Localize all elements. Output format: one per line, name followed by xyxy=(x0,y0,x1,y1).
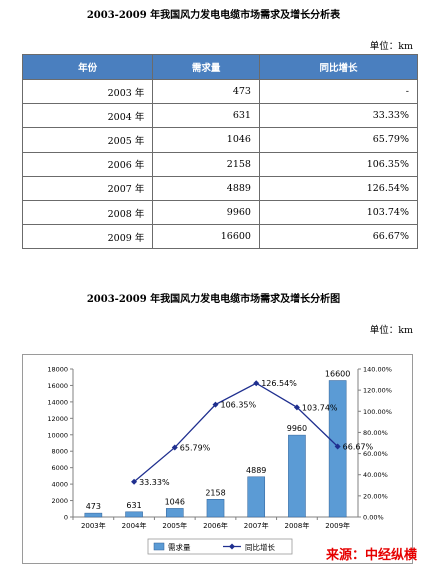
demand-bar xyxy=(206,499,225,518)
legend-line-marker xyxy=(229,543,235,550)
growth-point xyxy=(293,404,300,411)
header-demand: 需求量 xyxy=(152,54,260,80)
right-tick-label: 140.00% xyxy=(363,366,392,374)
table-row: 2004 年 631 33.33% xyxy=(21,103,419,129)
source-label: 来源：中经纵横 xyxy=(325,548,417,563)
x-tick-label: 2007年 xyxy=(244,521,269,530)
cell-demand: 1046 xyxy=(152,127,260,153)
right-tick-label: 120.00% xyxy=(363,387,392,395)
cell-year: 2005 年 xyxy=(21,127,154,153)
cell-demand: 9960 xyxy=(152,199,260,226)
left-tick-label: 12000 xyxy=(47,415,68,423)
right-tick-label: 60.00% xyxy=(363,450,388,458)
growth-value-label: 65.79% xyxy=(180,443,211,452)
growth-value-label: 103.74% xyxy=(302,403,338,412)
right-tick-label: 20.00% xyxy=(363,492,388,500)
chart-frame: 0 2000 4000 6000 8000 10000 12000 14000 16000 180… xyxy=(22,354,413,564)
combo-chart: 0 2000 4000 6000 8000 10000 12000 14000 16000 180… xyxy=(47,366,392,555)
growth-point xyxy=(212,401,219,408)
right-tick-label: 100.00% xyxy=(363,408,392,416)
growth-value-label: 66.67% xyxy=(343,443,374,452)
demand-bar xyxy=(84,512,103,518)
table-row: 2003 年 473- xyxy=(21,78,419,105)
table-unit: 单位：km xyxy=(369,41,413,52)
cell-growth: - xyxy=(258,78,419,105)
cell-demand: 631 xyxy=(152,103,260,129)
chart-title: 2003-2009 年我国风力发电电缆市场需求及增长分析图 xyxy=(86,294,341,305)
table-title: 2003-2009 年我国风力发电电缆市场需求及增长分析表 xyxy=(86,10,341,21)
legend-line-label: 同比增长 xyxy=(245,542,275,552)
cell-year: 2004 年 xyxy=(21,103,154,129)
right-tick-label: 40.00% xyxy=(363,471,388,479)
left-tick-label: 6000 xyxy=(51,464,68,472)
cell-year: 2009 年 xyxy=(21,224,154,250)
growth-line xyxy=(133,382,339,483)
cell-growth: 33.33% xyxy=(258,103,419,129)
header-year: 年份 xyxy=(21,54,154,80)
right-tick-label: 0.00% xyxy=(363,514,384,522)
cell-demand: 473 xyxy=(152,78,260,105)
left-tick-label: 4000 xyxy=(51,481,68,489)
left-tick-label: 8000 xyxy=(51,448,68,456)
cell-year: 2008 年 xyxy=(21,199,154,226)
table-row: 2005 年 1046 65.79% xyxy=(21,127,419,153)
bar-value-label: 1046 xyxy=(165,497,185,506)
table-row: 2009 年 16600 66.67% xyxy=(21,224,419,250)
growth-point xyxy=(334,443,341,450)
cell-year: 2003 年 xyxy=(21,78,154,105)
chart-unit: 单位：km xyxy=(369,325,413,336)
left-tick-label: 14000 xyxy=(47,398,68,406)
cell-demand: 2158 xyxy=(152,151,260,177)
cell-year: 2006 年 xyxy=(21,151,154,177)
growth-point xyxy=(131,478,138,485)
left-tick-label: 18000 xyxy=(47,366,68,374)
x-tick-label: 2005年 xyxy=(162,521,187,530)
left-tick-label: 0 xyxy=(64,514,68,522)
x-tick-label: 2006年 xyxy=(203,521,228,530)
demand-bar xyxy=(288,434,306,518)
bar-value-label: 473 xyxy=(86,502,101,511)
growth-value-label: 126.54% xyxy=(261,379,297,388)
demand-table: 年份 需求量 同比增长 2003 年 473- 2004 年 631 33.33% 2… xyxy=(21,54,419,250)
growth-value-label: 106.35% xyxy=(221,401,257,410)
bar-value-label: 16600 xyxy=(325,370,350,379)
cell-year: 2007 年 xyxy=(21,175,154,201)
header-growth: 同比增长 xyxy=(258,54,419,80)
cell-growth: 66.67% xyxy=(258,224,419,250)
cell-demand: 16600 xyxy=(152,224,260,250)
x-tick-label: 2008年 xyxy=(285,521,310,530)
bar-value-label: 631 xyxy=(126,501,141,510)
bar-value-label: 9960 xyxy=(287,424,307,433)
demand-bar xyxy=(165,508,184,518)
cell-growth: 65.79% xyxy=(258,127,419,153)
bar-value-label: 4889 xyxy=(246,466,266,475)
left-tick-label: 2000 xyxy=(51,497,68,505)
legend-box xyxy=(147,538,293,555)
right-tick-label: 80.00% xyxy=(363,429,388,437)
left-tick-label: 10000 xyxy=(47,431,68,439)
legend-bar-swatch xyxy=(153,542,165,551)
bar-value-label: 2158 xyxy=(205,488,225,497)
x-tick-label: 2009年 xyxy=(325,521,350,530)
growth-point xyxy=(253,380,260,387)
demand-bar xyxy=(125,511,143,518)
x-tick-label: 2003年 xyxy=(81,521,106,530)
cell-demand: 4889 xyxy=(152,175,260,201)
legend-bar-label: 需求量 xyxy=(168,542,191,552)
x-tick-label: 2004年 xyxy=(122,521,147,530)
cell-growth: 103.74% xyxy=(258,199,419,226)
demand-bar xyxy=(247,476,266,518)
table-header-row: 年份 需求量 同比增长 xyxy=(21,54,419,80)
table-row: 2008 年 9960 103.74% xyxy=(21,199,419,226)
cell-growth: 106.35% xyxy=(258,151,419,177)
table-row: 2006 年 2158 106.35% xyxy=(21,151,419,177)
cell-growth: 126.54% xyxy=(258,175,419,201)
growth-point xyxy=(171,444,178,451)
growth-value-label: 33.33% xyxy=(139,478,170,487)
left-tick-label: 16000 xyxy=(47,382,68,390)
table-row: 2007 年 4889 126.54% xyxy=(21,175,419,201)
